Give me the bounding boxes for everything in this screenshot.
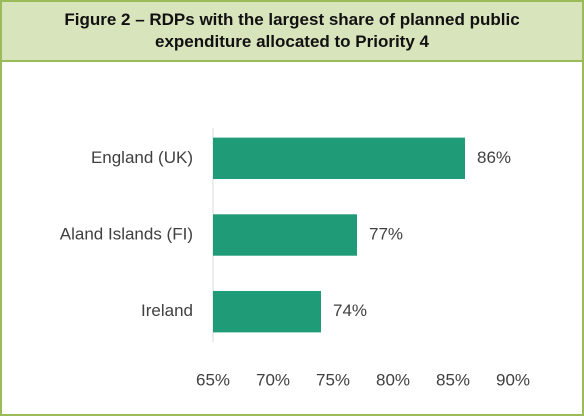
x-tick-label: 80% (376, 370, 410, 389)
header: Figure 2 – RDPs with the largest share o… (2, 2, 582, 62)
x-tick-label: 85% (436, 370, 470, 389)
x-tick-label: 70% (256, 370, 290, 389)
bar (213, 137, 465, 180)
y-tick-label: Aland Islands (FI) (60, 224, 193, 243)
y-tick-label: Ireland (141, 301, 193, 320)
x-tick-label: 90% (496, 370, 530, 389)
bar (213, 214, 357, 256)
x-tick-label: 65% (196, 370, 230, 389)
y-tick-label: England (UK) (91, 148, 193, 167)
value-label: 74% (333, 301, 367, 320)
x-tick-label: 75% (316, 370, 350, 389)
chart-title: Figure 2 – RDPs with the largest share o… (64, 10, 520, 51)
bar (213, 290, 321, 333)
value-label: 86% (477, 148, 511, 167)
value-label: 77% (369, 224, 403, 243)
